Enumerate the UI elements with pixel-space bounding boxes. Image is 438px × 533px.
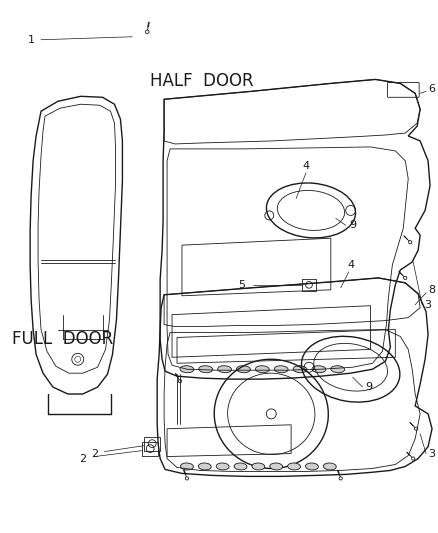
Ellipse shape: [218, 366, 232, 373]
Text: 4: 4: [347, 260, 354, 270]
Ellipse shape: [288, 463, 300, 470]
Ellipse shape: [199, 366, 213, 373]
Ellipse shape: [270, 463, 283, 470]
Ellipse shape: [331, 366, 345, 373]
Ellipse shape: [255, 366, 269, 373]
Ellipse shape: [323, 463, 336, 470]
Text: 2: 2: [79, 454, 86, 464]
Text: FULL  DOOR: FULL DOOR: [12, 330, 113, 349]
Ellipse shape: [237, 366, 251, 373]
Text: 8: 8: [428, 285, 436, 295]
Text: 2: 2: [91, 449, 98, 458]
Ellipse shape: [312, 366, 326, 373]
Ellipse shape: [180, 366, 194, 373]
Ellipse shape: [234, 463, 247, 470]
Text: 5: 5: [238, 280, 245, 290]
Ellipse shape: [252, 463, 265, 470]
Ellipse shape: [198, 463, 211, 470]
Ellipse shape: [216, 463, 229, 470]
Text: 9: 9: [349, 220, 356, 230]
Text: 4: 4: [303, 161, 310, 171]
Text: HALF  DOOR: HALF DOOR: [150, 72, 254, 91]
Text: 9: 9: [365, 382, 372, 392]
Text: 1: 1: [28, 35, 35, 45]
Ellipse shape: [293, 366, 307, 373]
Text: 6: 6: [428, 84, 435, 94]
Ellipse shape: [274, 366, 288, 373]
Ellipse shape: [306, 463, 318, 470]
Text: 3: 3: [428, 449, 435, 458]
Ellipse shape: [180, 463, 193, 470]
Text: 3: 3: [424, 300, 431, 310]
